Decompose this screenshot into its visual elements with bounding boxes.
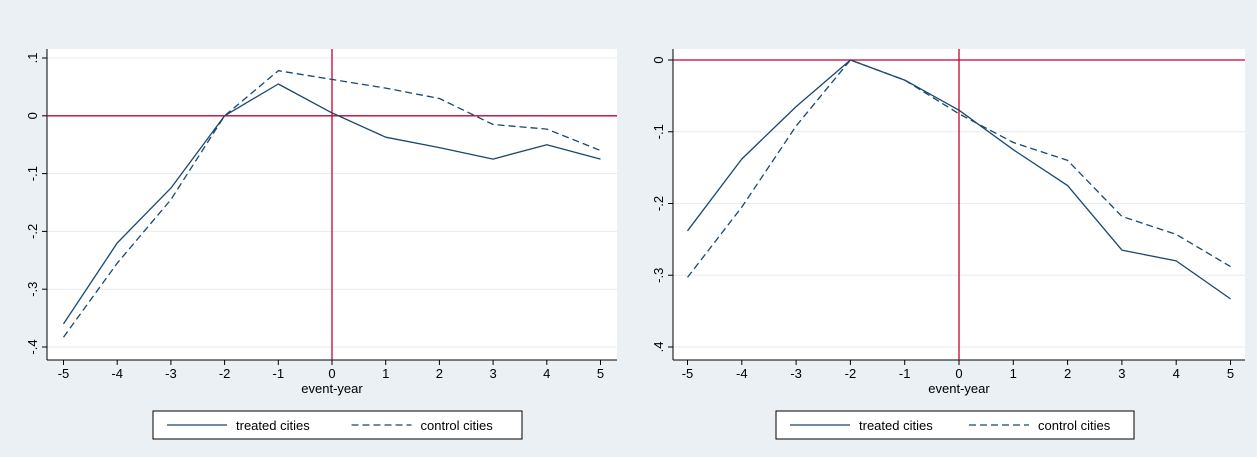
x-axis-title: event-year <box>301 381 363 396</box>
series-line-control <box>62 70 601 338</box>
y-tick-label: .1 <box>25 53 40 64</box>
x-tick-label: -1 <box>899 366 911 381</box>
series-line-treated <box>686 59 1231 300</box>
y-tick-label: -.4 <box>25 339 40 354</box>
x-tick-label: -3 <box>790 366 802 381</box>
legend-label: treated cities <box>859 418 933 433</box>
x-tick-label: -4 <box>736 366 748 381</box>
x-tick-label: 1 <box>1010 366 1017 381</box>
y-tick-label: 0 <box>25 112 40 119</box>
x-tick-label: 4 <box>543 366 550 381</box>
legend-label: control cities <box>421 418 494 433</box>
x-tick-label: 3 <box>1118 366 1125 381</box>
x-axis-title: event-year <box>928 381 990 396</box>
series-line-control <box>686 59 1231 278</box>
x-tick-label: -2 <box>845 366 857 381</box>
y-tick-label: -.2 <box>25 224 40 239</box>
x-tick-label: 5 <box>597 366 604 381</box>
legend-label: control cities <box>1038 418 1111 433</box>
y-tick-label: -.2 <box>651 196 666 211</box>
legend-label: treated cities <box>236 418 310 433</box>
x-tick-label: 2 <box>1064 366 1071 381</box>
x-tick-label: 1 <box>382 366 389 381</box>
legend: treated cities control cities <box>775 410 1135 440</box>
x-tick-label: -5 <box>682 366 694 381</box>
y-tick-label: .4 <box>651 342 666 353</box>
x-tick-label: -5 <box>58 366 70 381</box>
legend: treated cities control cities <box>152 410 523 440</box>
y-tick-label: -.1 <box>25 166 40 181</box>
x-tick-label: 4 <box>1173 366 1180 381</box>
y-tick-label: -.3 <box>25 282 40 297</box>
x-tick-label: 0 <box>328 366 335 381</box>
x-tick-label: 3 <box>489 366 496 381</box>
chart-panel-1: -.4 -.3 -.2 -.1 0 .1 -5 -4 -3 -2 -1 0 1 2 3 4 5 event-yea… <box>25 49 617 440</box>
y-tick-label: -.3 <box>651 268 666 283</box>
x-tick-label: -1 <box>273 366 285 381</box>
x-tick-label: 2 <box>436 366 443 381</box>
y-tick-label: -.1 <box>651 124 666 139</box>
legend-box <box>775 410 1135 440</box>
x-tick-label: -3 <box>165 366 177 381</box>
x-tick-label: 0 <box>955 366 962 381</box>
x-tick-label: -4 <box>111 366 123 381</box>
x-tick-label: -2 <box>219 366 231 381</box>
series-line-treated <box>62 83 601 325</box>
x-tick-label: 5 <box>1227 366 1234 381</box>
chart-panel-2: .4 -.3 -.2 -.1 0 -5 -4 -3 -2 -1 0 1 2 3 4 5 event-year tr… <box>651 49 1245 440</box>
y-tick-label: 0 <box>651 56 666 63</box>
